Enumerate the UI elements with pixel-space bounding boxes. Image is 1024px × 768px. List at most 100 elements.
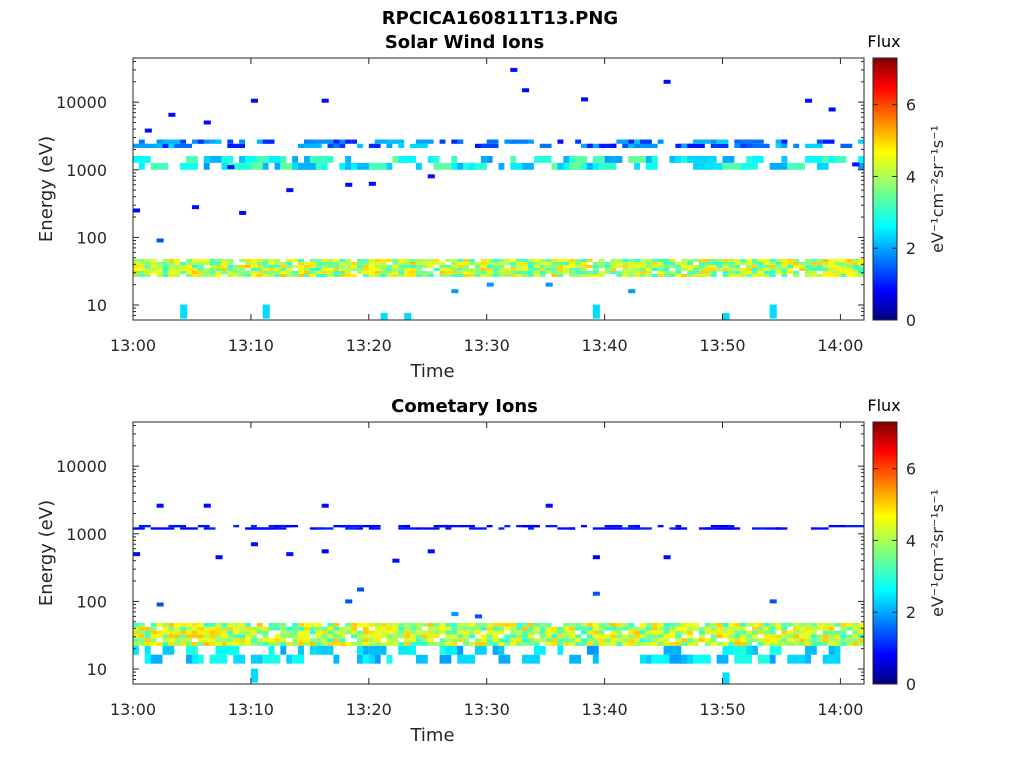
heatmap-cell — [628, 634, 635, 639]
heatmap-cell — [769, 162, 788, 170]
heatmap-cell — [339, 267, 346, 271]
heatmap-cell — [604, 261, 611, 265]
heatmap-cell — [315, 273, 322, 277]
y-tick-label: 100 — [76, 228, 107, 247]
heatmap-cell — [421, 258, 428, 262]
heatmap-cell — [404, 622, 411, 627]
heatmap-cell — [162, 642, 169, 646]
heatmap-cell — [197, 642, 204, 646]
heatmap-cell — [286, 258, 293, 262]
heatmap-cell — [292, 642, 299, 646]
heatmap-cell — [303, 626, 310, 631]
heatmap-cell — [197, 139, 204, 144]
heatmap-point — [805, 98, 813, 103]
heatmap-cell — [663, 638, 670, 643]
heatmap-cell — [586, 264, 593, 268]
heatmap-cell — [209, 527, 216, 530]
heatmap-cell — [598, 630, 605, 635]
heatmap-cell — [398, 264, 405, 268]
heatmap-cell — [233, 630, 240, 635]
heatmap-cell — [852, 273, 859, 277]
heatmap-cell — [810, 267, 817, 271]
heatmap-cell — [262, 638, 269, 643]
heatmap-cell — [598, 634, 605, 639]
heatmap-cell — [657, 626, 664, 631]
heatmap-cell — [221, 622, 228, 627]
heatmap-cell — [186, 258, 192, 262]
heatmap-cell — [793, 273, 800, 277]
heatmap-cell — [693, 654, 711, 664]
heatmap-cell — [162, 634, 169, 639]
heatmap-cell — [262, 630, 269, 635]
heatmap-cell — [374, 638, 381, 643]
heatmap-cell — [663, 626, 670, 631]
heatmap-cell — [757, 261, 764, 265]
heatmap-cell — [663, 645, 682, 655]
heatmap-cell — [357, 270, 363, 274]
heatmap-cell — [557, 630, 564, 635]
heatmap-cell — [757, 642, 764, 646]
heatmap-cell — [816, 139, 823, 144]
heatmap-cell — [309, 645, 316, 655]
heatmap-cell — [545, 638, 552, 643]
heatmap-cell — [315, 162, 328, 170]
heatmap-cell — [793, 270, 800, 274]
heatmap-cell — [569, 267, 576, 271]
heatmap-cell — [563, 634, 570, 639]
heatmap-cell — [557, 139, 564, 144]
heatmap-cell — [581, 626, 587, 631]
heatmap-cell — [551, 638, 558, 643]
heatmap-cell — [404, 258, 411, 262]
heatmap-cell — [392, 261, 399, 265]
heatmap-cell — [834, 267, 841, 271]
heatmap-cell — [474, 261, 481, 265]
heatmap-cell — [457, 139, 464, 144]
heatmap-cell — [197, 638, 204, 643]
heatmap-cell — [704, 527, 723, 530]
heatmap-cell — [480, 642, 487, 646]
heatmap-cell — [793, 143, 800, 148]
heatmap-cell — [315, 270, 322, 274]
heatmap-cell — [575, 626, 582, 631]
heatmap-cell — [810, 638, 817, 643]
heatmap-cell — [645, 638, 652, 643]
heatmap-cell — [628, 258, 635, 262]
heatmap-cell — [486, 270, 493, 274]
x-tick-label: 13:20 — [346, 336, 392, 355]
heatmap-cell — [687, 630, 694, 635]
heatmap-cell — [828, 622, 835, 627]
heatmap-cell — [787, 642, 794, 646]
heatmap-cell — [805, 634, 811, 639]
heatmap-cell — [463, 622, 470, 627]
colorbar-tick-label: 0 — [906, 675, 916, 694]
heatmap-cell — [734, 630, 741, 635]
heatmap-cell — [333, 267, 340, 271]
heatmap-cell — [663, 267, 670, 271]
heatmap-cell — [321, 638, 328, 643]
heatmap-cell — [415, 634, 422, 639]
heatmap-point — [592, 591, 600, 596]
heatmap-cell — [751, 626, 758, 631]
heatmap-point — [180, 304, 188, 319]
heatmap-cell — [144, 270, 151, 274]
heatmap-cell — [740, 162, 758, 170]
heatmap-cell — [227, 630, 234, 635]
heatmap-cell — [840, 264, 847, 268]
heatmap-cell — [769, 267, 776, 271]
heatmap-cell — [586, 258, 593, 262]
heatmap-cell — [840, 634, 847, 639]
heatmap-cells — [133, 503, 864, 684]
heatmap-cell — [156, 273, 163, 277]
heatmap-cell — [298, 645, 304, 655]
heatmap-cell — [787, 267, 794, 271]
heatmap-cell — [569, 654, 582, 664]
heatmap-cell — [822, 270, 829, 274]
heatmap-cell — [639, 626, 646, 631]
heatmap-cell — [321, 273, 328, 277]
heatmap-cell — [563, 638, 570, 643]
heatmap-cell — [156, 630, 163, 635]
heatmap-cell — [404, 261, 411, 265]
heatmap-cell — [168, 270, 175, 274]
heatmap-cell — [398, 267, 405, 271]
heatmap-cell — [610, 267, 617, 271]
